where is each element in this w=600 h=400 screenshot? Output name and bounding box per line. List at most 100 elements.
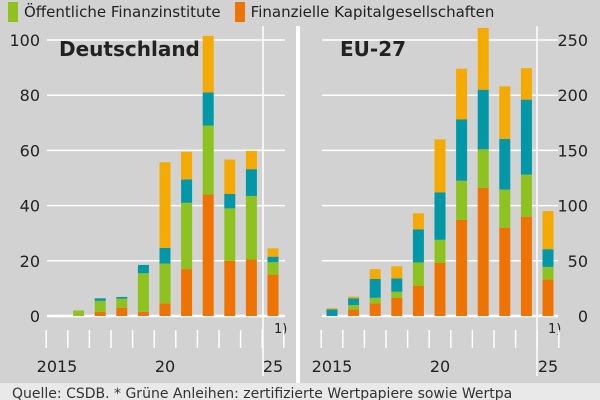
y-tick-label: 150 (557, 141, 588, 160)
bar-segment (267, 256, 279, 263)
bar-segment (542, 279, 554, 316)
bar-segment (348, 304, 360, 310)
bar-segment (267, 274, 279, 316)
x-tick-label: 20 (430, 357, 450, 376)
bar-segment (499, 138, 511, 190)
legend-label: Öffentliche Finanzinstitute (24, 3, 221, 21)
bar-segment (456, 180, 468, 220)
bar-segment (224, 208, 236, 261)
bar-segment (267, 248, 279, 257)
bar-segment (477, 187, 489, 316)
bar-segment (499, 189, 511, 228)
bar-segment (369, 297, 381, 304)
bar-segment (137, 264, 149, 274)
bar-segment (348, 298, 360, 305)
y-tick-label: 60 (20, 141, 40, 160)
legend-item-financial: Finanzielle Kapitalgesellschaften (234, 2, 495, 22)
y-tick-label: 200 (557, 86, 588, 105)
bar-segment (159, 303, 171, 316)
bar-segment (224, 260, 236, 316)
legend-swatch (234, 2, 245, 22)
bar-segment (348, 309, 360, 316)
bar-segment (520, 99, 532, 175)
x-tick-label: 25 (263, 357, 283, 376)
x-tick-label: 25 (538, 357, 558, 376)
bar-segment (412, 285, 424, 316)
bar-segment (520, 68, 532, 100)
bar-segment (542, 266, 554, 280)
panel-title: Deutschland (59, 37, 200, 61)
bar-segment (456, 119, 468, 181)
bar-segment (391, 297, 403, 316)
y-tick-label: 250 (557, 31, 588, 50)
bar-segment (412, 229, 424, 263)
bar-segment (245, 259, 257, 316)
y-tick-label: 0 (578, 307, 588, 326)
bar-segment (224, 194, 236, 209)
bar-segment (181, 151, 193, 180)
bar-segment (412, 262, 424, 286)
bar-segment (137, 311, 149, 316)
bar-segment (245, 169, 257, 196)
bar-segment (542, 249, 554, 267)
y-tick-label: 0 (30, 307, 40, 326)
y-tick-label: 80 (20, 86, 40, 105)
bar-segment (202, 35, 214, 93)
bar-segment (202, 92, 214, 126)
bar-segment (456, 68, 468, 120)
bar-segment (391, 278, 403, 292)
panel-divider (296, 26, 300, 383)
bar-segment (94, 300, 106, 312)
bar-segment (369, 279, 381, 298)
legend-swatch (8, 2, 18, 22)
x-tick-label: 2015 (312, 357, 353, 376)
bar-segment (245, 150, 257, 170)
footnote-mark: 1) (274, 322, 287, 337)
y-tick-label: 20 (20, 252, 40, 271)
bar-segment (477, 27, 489, 90)
bar-segment (267, 262, 279, 275)
bar-segment (434, 192, 446, 240)
bar-segment (159, 162, 171, 248)
bar-segment (94, 311, 106, 316)
bar-segment (456, 219, 468, 316)
bar-segment (499, 227, 511, 316)
bar-segment (137, 273, 149, 312)
y-tick-label: 50 (568, 252, 588, 271)
bar-segment (181, 202, 193, 270)
bar-segment (116, 307, 128, 316)
bar-segment (520, 174, 532, 217)
bar-segment (73, 310, 85, 316)
bar-segment (434, 139, 446, 193)
bar-segment (369, 269, 381, 280)
source-footnote: Quelle: CSDB. * Grüne Anleihen: zertifiz… (0, 383, 600, 400)
y-tick-label: 40 (20, 197, 40, 216)
legend-label: Finanzielle Kapitalgesellschaften (250, 3, 495, 21)
legend: Öffentliche Finanzinstitute Finanzielle … (8, 0, 508, 24)
bar-segment (326, 309, 338, 316)
bar-segment (434, 239, 446, 264)
bar-segment (116, 298, 128, 308)
bar-segment (348, 296, 360, 299)
bar-segment (181, 179, 193, 203)
bar-segment (391, 291, 403, 298)
bar-segment (434, 263, 446, 316)
bar-segment (224, 159, 236, 195)
bar-segment (477, 89, 489, 150)
bar-segment (94, 298, 106, 301)
x-tick-label: 2015 (37, 357, 78, 376)
bar-segment (412, 213, 424, 230)
bar-segment (159, 247, 171, 264)
bar-segment (181, 269, 193, 316)
bar-segment (202, 194, 214, 316)
bar-segment (202, 125, 214, 195)
x-tick-label: 20 (155, 357, 175, 376)
footnote-mark: 1) (548, 322, 561, 337)
y-tick-label: 100 (9, 31, 40, 50)
bar-segment (369, 303, 381, 316)
bar-segment (391, 266, 403, 279)
bar-segment (542, 211, 554, 250)
bar-segment (477, 149, 489, 188)
bar-segment (326, 308, 338, 310)
